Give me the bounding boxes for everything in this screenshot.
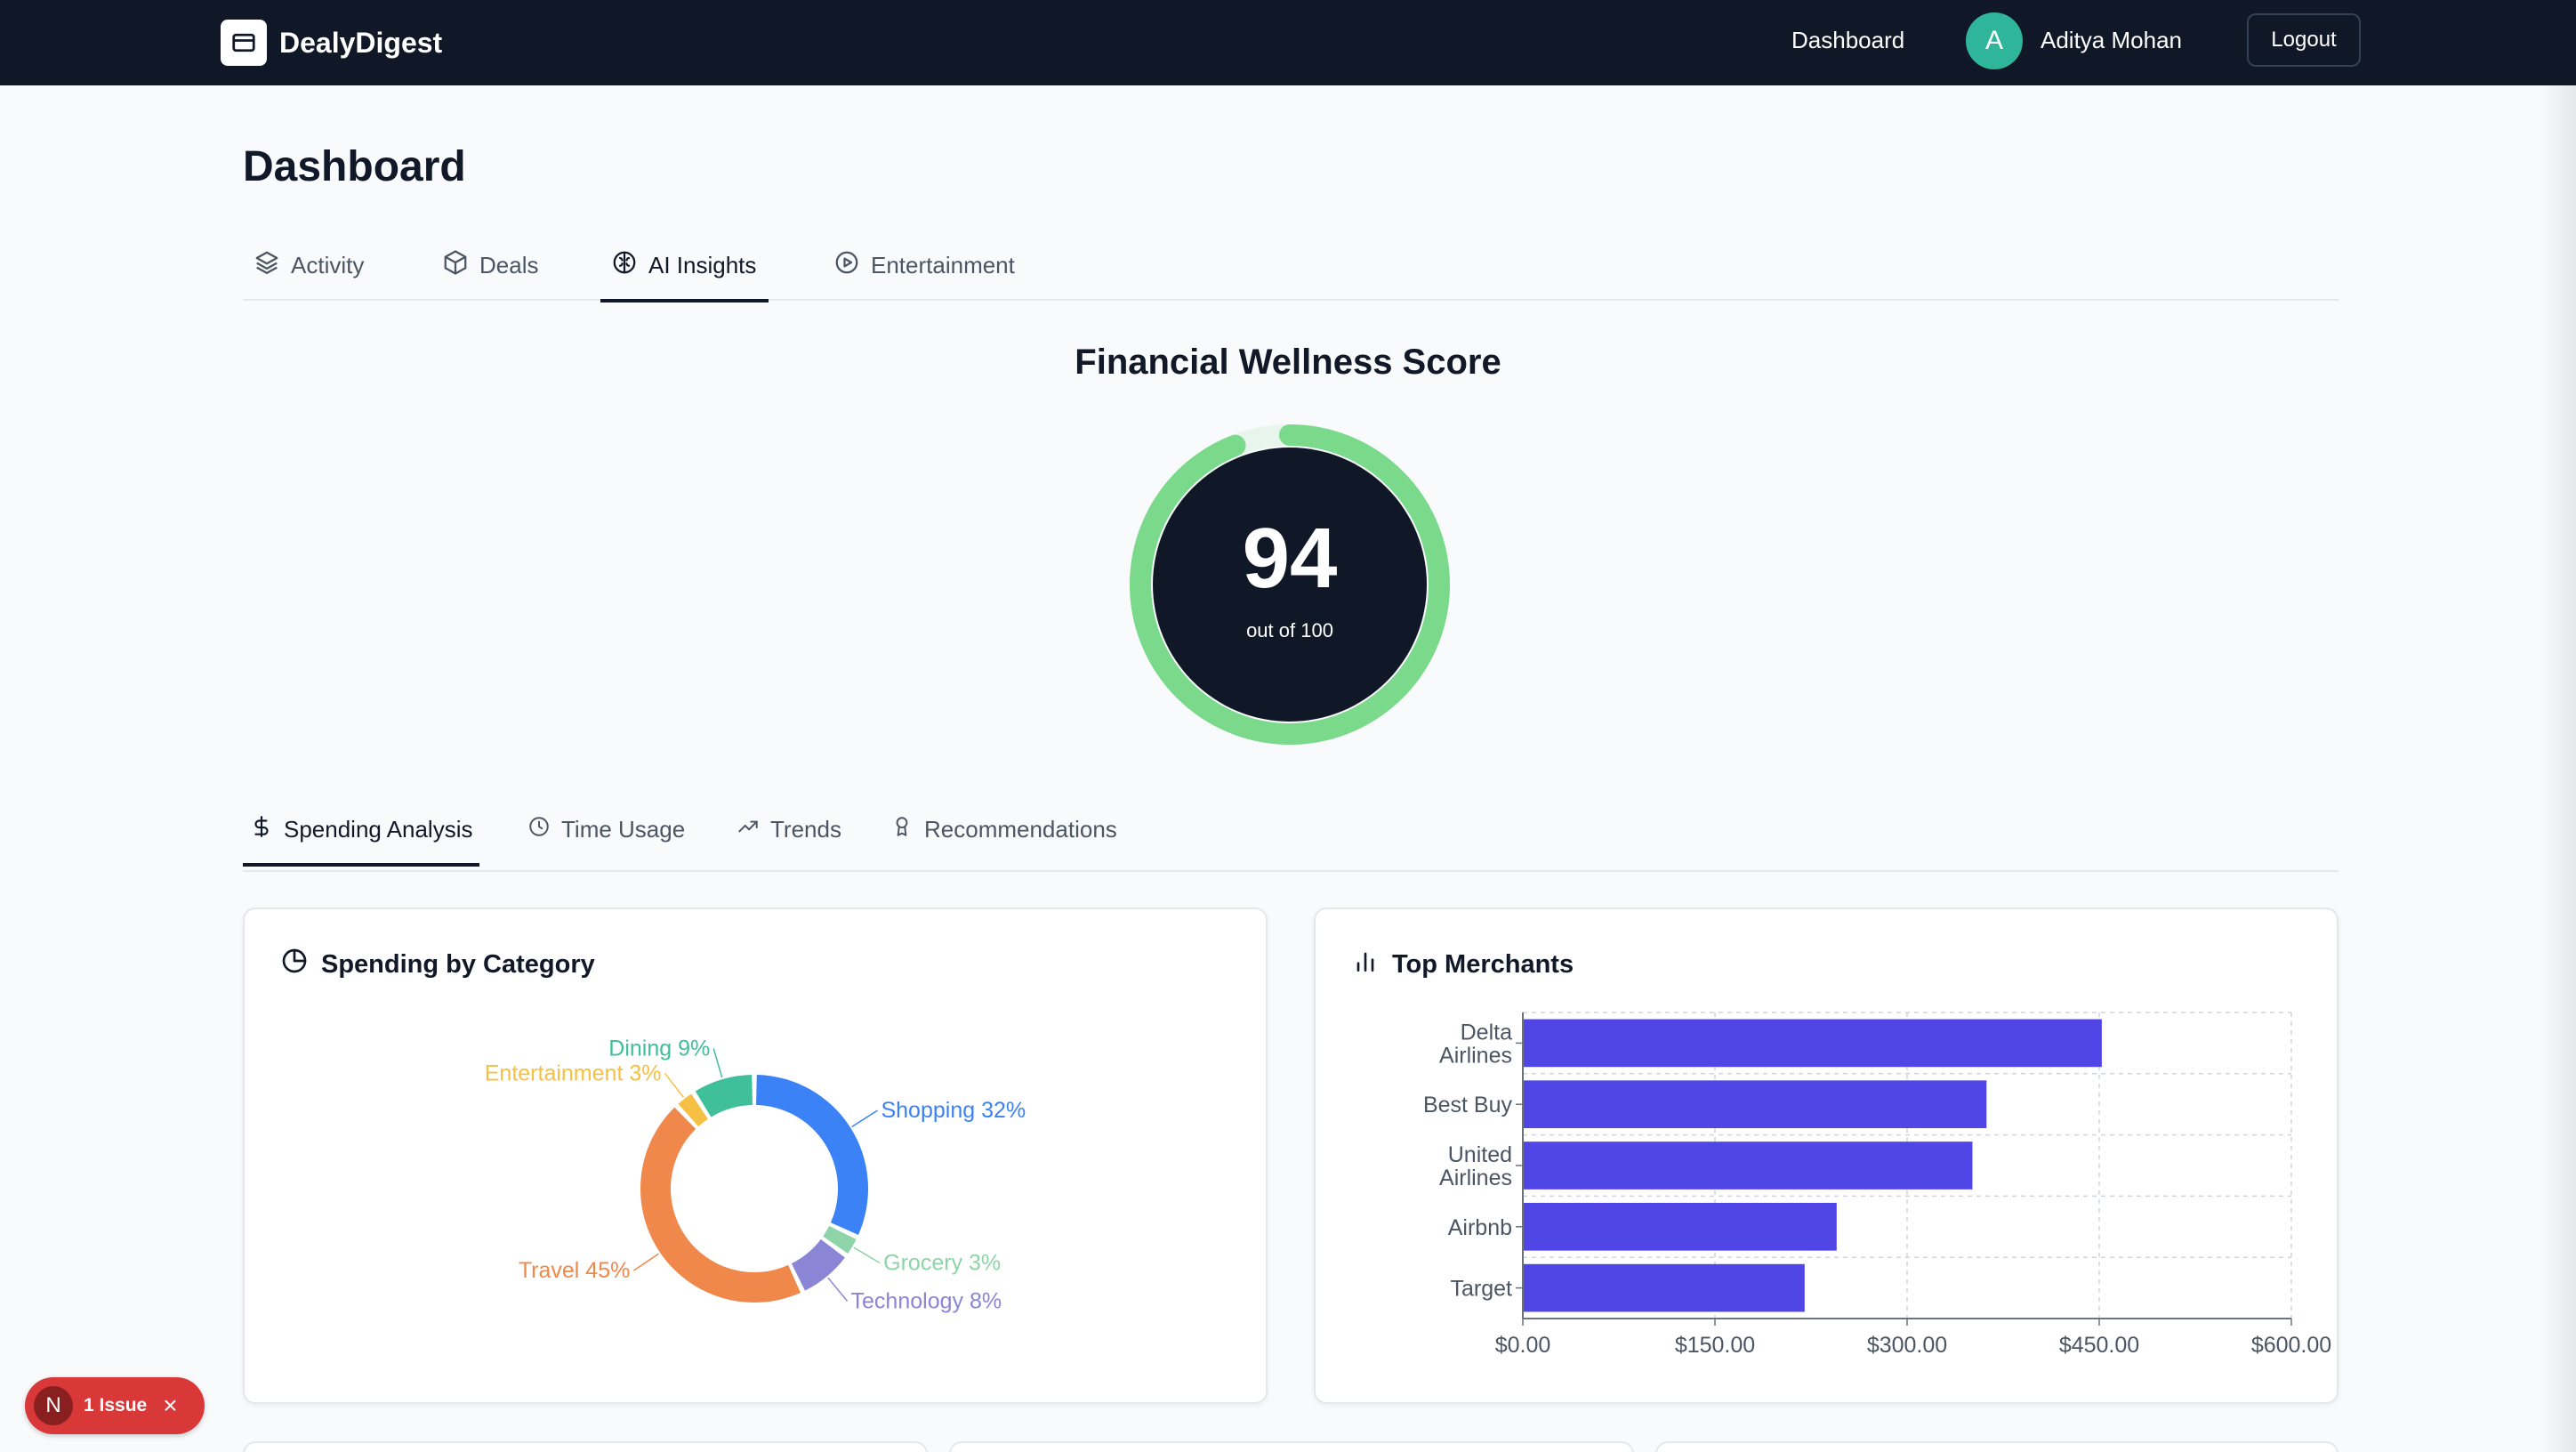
- bar-chart-icon: [1351, 947, 1380, 982]
- pie-slice[interactable]: [791, 1238, 845, 1291]
- pie-slice-label: Travel 45%: [519, 1258, 631, 1283]
- pie-slice[interactable]: [756, 1075, 868, 1235]
- wellness-gauge: [1130, 424, 1450, 745]
- pie-slice-label: Technology 8%: [851, 1288, 1002, 1313]
- pie-slice[interactable]: [695, 1075, 753, 1117]
- pie-leader-line: [851, 1109, 878, 1127]
- tab-time-usage[interactable]: Time Usage: [527, 794, 685, 865]
- bar[interactable]: [1524, 1019, 2102, 1068]
- spending-title: Spending by Category: [321, 949, 595, 979]
- card-title: Top Merchants: [1351, 947, 1574, 982]
- pie-slice[interactable]: [640, 1107, 801, 1303]
- play-circle-icon: [833, 249, 860, 282]
- dollar-icon: [250, 815, 273, 844]
- credit-card-icon: [221, 20, 267, 66]
- tab-label: AI Insights: [648, 251, 757, 278]
- tab-label: Time Usage: [561, 815, 686, 843]
- spending-by-category-card: Spending by Category Shopping 32% Grocery…: [243, 908, 1268, 1404]
- top-merchants-card: Top Merchants $0.00 $150.00 $300.00 $450.00…: [1314, 908, 2339, 1404]
- issue-badge[interactable]: N 1 Issue ×: [25, 1377, 205, 1434]
- brand-name: DealyDigest: [279, 26, 443, 59]
- bottom-card: [1655, 1441, 2339, 1452]
- bar[interactable]: [1524, 1080, 1987, 1129]
- tab-entertainment[interactable]: Entertainment: [833, 230, 1015, 301]
- tab-label: Activity: [291, 251, 365, 278]
- tab-label: Spending Analysis: [284, 815, 473, 843]
- x-tick-label: $600.00: [2251, 1333, 2331, 1358]
- x-tick-label: $450.00: [2059, 1333, 2139, 1358]
- bar[interactable]: [1524, 1202, 1837, 1251]
- nav-dashboard-link[interactable]: Dashboard: [1791, 27, 1905, 53]
- pie-leader-line: [712, 1048, 723, 1078]
- y-tick-label: Best Buy: [1423, 1093, 1513, 1117]
- wellness-title: Financial Wellness Score: [1075, 343, 1501, 382]
- y-tick-label: Delta: [1461, 1020, 1512, 1045]
- top-merchants-bar-chart: $0.00 $150.00 $300.00 $450.00 $600.00DeltaAi…: [1423, 1012, 2331, 1358]
- bottom-card: [243, 1441, 928, 1452]
- main-tabs: Activity Deals AI Insights Entertainment: [243, 230, 2339, 302]
- tab-label: Recommendations: [924, 815, 1117, 843]
- issue-label: 1 Issue: [84, 1395, 148, 1416]
- y-tick-label: Airbnb: [1448, 1215, 1512, 1240]
- tab-label: Trends: [770, 815, 841, 843]
- pie-chart-icon: [280, 947, 309, 982]
- clock-icon: [527, 815, 551, 844]
- box-icon: [442, 249, 469, 282]
- pie-slice-label: Shopping 32%: [881, 1098, 1026, 1123]
- pie-slice-label: Grocery 3%: [883, 1250, 1001, 1275]
- wellness-gauge-arc: [1130, 424, 1450, 745]
- tab-recommendations[interactable]: Recommendations: [890, 794, 1117, 865]
- trending-up-icon: [737, 815, 760, 844]
- pie-slice[interactable]: [823, 1225, 857, 1254]
- tab-ai-insights[interactable]: AI Insights: [600, 230, 769, 302]
- y-tick-label: United: [1448, 1142, 1512, 1167]
- y-tick-label: Airlines: [1439, 1043, 1512, 1068]
- award-icon: [890, 815, 914, 844]
- pie-leader-line: [664, 1072, 684, 1098]
- page-title: Dashboard: [243, 143, 466, 190]
- bar[interactable]: [1524, 1141, 1973, 1190]
- y-tick-label: Airlines: [1439, 1166, 1512, 1190]
- close-icon[interactable]: ×: [163, 1392, 178, 1419]
- logout-button[interactable]: Logout: [2247, 13, 2361, 67]
- tab-deals[interactable]: Deals: [442, 230, 538, 301]
- wellness-gauge-center: [1153, 448, 1427, 722]
- x-tick-label: $150.00: [1675, 1333, 1755, 1358]
- pie-slice[interactable]: [678, 1093, 708, 1127]
- tab-label: Deals: [479, 251, 539, 278]
- wellness-subtitle: out of 100: [1246, 619, 1333, 641]
- avatar[interactable]: A: [1966, 12, 2023, 69]
- brain-icon: [611, 249, 638, 282]
- brand[interactable]: DealyDigest: [221, 20, 442, 66]
- pie-slice-label: Entertainment 3%: [485, 1061, 662, 1085]
- card-title: Spending by Category: [280, 947, 595, 982]
- bottom-card: [949, 1441, 1634, 1452]
- x-tick-label: $0.00: [1495, 1333, 1551, 1358]
- page-edge-shadow: [2540, 85, 2576, 1452]
- tab-trends[interactable]: Trends: [737, 794, 841, 865]
- y-tick-label: Target: [1451, 1277, 1513, 1302]
- tab-label: Entertainment: [871, 251, 1015, 278]
- x-tick-label: $300.00: [1867, 1333, 1947, 1358]
- spending-donut-chart: Shopping 32% Grocery 3% Technology 8% Trave…: [485, 1037, 1026, 1314]
- insight-tabs: Spending Analysis Time Usage Trends Reco…: [243, 794, 2339, 872]
- merchants-title: Top Merchants: [1392, 949, 1574, 979]
- nextjs-logo-icon: N: [34, 1386, 73, 1425]
- pie-slice-label: Dining 9%: [608, 1037, 710, 1061]
- layers-icon: [254, 249, 280, 282]
- tab-spending-analysis[interactable]: Spending Analysis: [243, 794, 480, 867]
- tab-activity[interactable]: Activity: [254, 230, 364, 301]
- user-name[interactable]: Aditya Mohan: [2041, 27, 2182, 53]
- pie-leader-line: [827, 1277, 849, 1302]
- pie-leader-line: [853, 1246, 881, 1264]
- pie-leader-line: [632, 1253, 659, 1271]
- top-navbar: DealyDigest Dashboard A Aditya Mohan Log…: [0, 0, 2576, 85]
- bar[interactable]: [1524, 1263, 1805, 1312]
- wellness-score: 94: [1242, 511, 1338, 606]
